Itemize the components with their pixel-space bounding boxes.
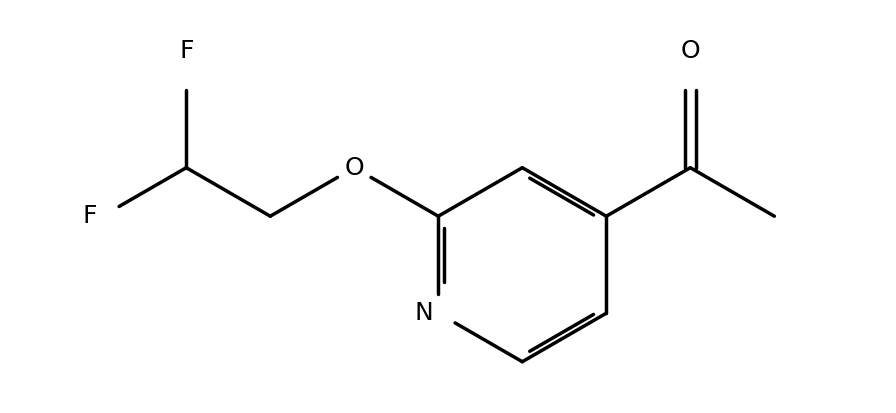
Text: F: F (83, 204, 98, 228)
Text: O: O (344, 156, 364, 180)
Text: N: N (415, 301, 434, 325)
Text: O: O (681, 39, 700, 63)
Text: F: F (179, 39, 194, 63)
